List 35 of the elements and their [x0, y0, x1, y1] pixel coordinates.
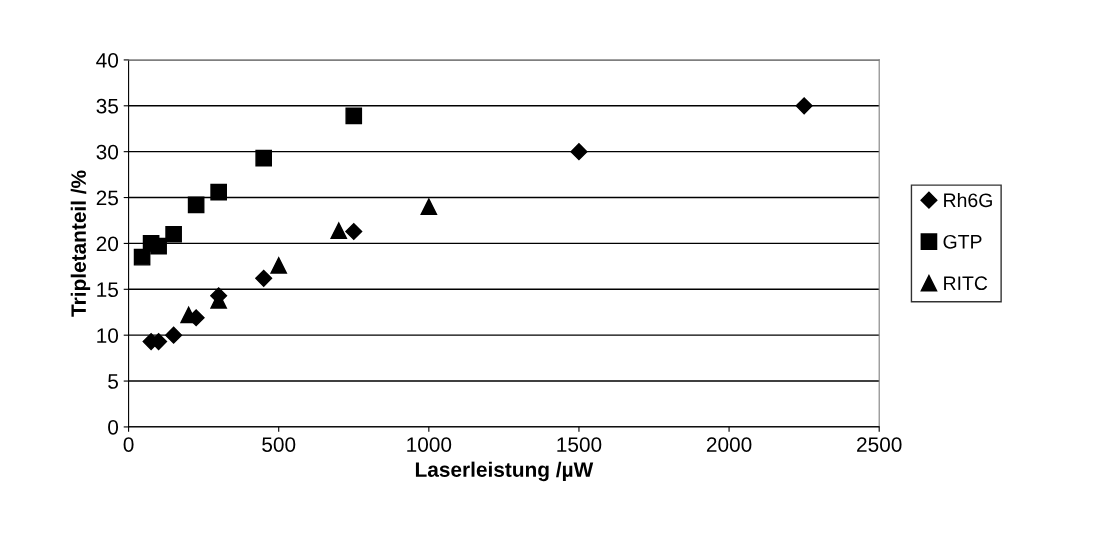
- point: [330, 222, 348, 239]
- point: [345, 107, 363, 125]
- point: [420, 198, 438, 216]
- point: [165, 225, 182, 243]
- y-tick-label: 20: [96, 236, 119, 252]
- x-tick-label: 2000: [706, 437, 752, 452]
- legend-label: RITC: [944, 276, 988, 291]
- point: [210, 183, 227, 201]
- legend-label: GTP: [943, 234, 982, 249]
- x-tick-label: 0: [123, 437, 134, 452]
- point: [165, 326, 183, 344]
- y-tick-label: 35: [96, 98, 118, 114]
- x-axis-title: Laserleistung /µW: [415, 461, 594, 482]
- point: [255, 149, 273, 167]
- y-axis-title: Tripletanteil /%: [70, 170, 91, 317]
- y-tick-label: 25: [96, 190, 118, 206]
- point: [150, 237, 167, 255]
- point: [187, 196, 205, 214]
- x-tick-label: 500: [262, 437, 296, 452]
- x-tick-label: 1000: [407, 437, 452, 452]
- y-tick-label: 40: [96, 52, 119, 68]
- point: [255, 269, 273, 287]
- point: [795, 97, 813, 115]
- y-tick-label: 5: [108, 374, 118, 389]
- y-tick-label: 10: [97, 328, 119, 343]
- y-tick-label: 15: [97, 282, 118, 298]
- point: [133, 248, 151, 266]
- point: [345, 222, 363, 241]
- x-tick-label: 2500: [857, 437, 902, 452]
- y-tick-label: 0: [108, 419, 119, 435]
- x-tick-label: 1500: [557, 437, 602, 452]
- y-tick-label: 30: [96, 144, 119, 160]
- point: [270, 257, 288, 274]
- legend-label: Rh6G: [944, 192, 992, 208]
- point: [570, 143, 588, 161]
